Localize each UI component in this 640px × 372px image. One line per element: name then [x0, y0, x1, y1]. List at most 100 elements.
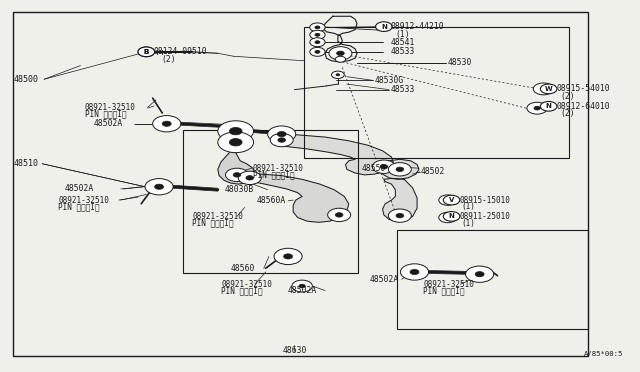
Circle shape	[376, 22, 392, 32]
Circle shape	[218, 132, 253, 153]
Text: 48630: 48630	[282, 346, 307, 355]
Circle shape	[310, 23, 325, 32]
Circle shape	[540, 87, 547, 91]
Circle shape	[388, 209, 412, 222]
Circle shape	[224, 125, 247, 138]
Circle shape	[380, 164, 388, 169]
Text: 48500: 48500	[13, 75, 38, 84]
Text: N: N	[449, 214, 454, 219]
Circle shape	[372, 160, 396, 173]
Circle shape	[335, 213, 343, 217]
Text: N: N	[381, 24, 387, 30]
Text: 48560: 48560	[230, 264, 255, 273]
Text: (2): (2)	[162, 55, 176, 64]
Circle shape	[337, 51, 344, 55]
Text: 48530G: 48530G	[374, 76, 404, 85]
Text: B: B	[143, 49, 149, 55]
Circle shape	[315, 33, 320, 36]
Polygon shape	[218, 153, 255, 184]
Circle shape	[155, 184, 164, 189]
Text: W: W	[545, 86, 552, 92]
Text: 08911-25010: 08911-25010	[460, 212, 510, 221]
Text: 08912-64010: 08912-64010	[556, 102, 610, 111]
Circle shape	[445, 216, 451, 219]
Bar	[397, 231, 588, 329]
Text: 08921-32510: 08921-32510	[253, 164, 304, 173]
Circle shape	[527, 102, 547, 114]
Circle shape	[268, 126, 296, 142]
Circle shape	[284, 254, 292, 259]
Text: 48510: 48510	[13, 159, 38, 168]
Circle shape	[277, 132, 286, 137]
Text: 48502A: 48502A	[65, 185, 94, 193]
Text: PIN ピン〈I〉: PIN ピン〈I〉	[253, 170, 294, 179]
Circle shape	[145, 179, 173, 195]
Polygon shape	[278, 134, 394, 175]
Text: PIN ピン〈I〉: PIN ピン〈I〉	[85, 109, 127, 118]
Circle shape	[310, 38, 325, 46]
Circle shape	[315, 41, 320, 44]
Circle shape	[218, 121, 253, 141]
Circle shape	[540, 102, 557, 111]
Circle shape	[153, 116, 180, 132]
Circle shape	[439, 212, 457, 223]
Circle shape	[444, 195, 460, 205]
Circle shape	[540, 84, 557, 94]
Circle shape	[439, 195, 457, 205]
Circle shape	[444, 212, 460, 221]
Polygon shape	[246, 174, 349, 222]
Circle shape	[466, 266, 493, 282]
Text: V: V	[449, 197, 454, 203]
Circle shape	[310, 31, 325, 39]
Text: 48533: 48533	[390, 85, 415, 94]
Circle shape	[229, 128, 242, 135]
Circle shape	[396, 167, 404, 171]
Text: 48560A: 48560A	[256, 196, 285, 205]
Circle shape	[138, 47, 155, 57]
Circle shape	[150, 181, 169, 192]
Circle shape	[336, 74, 340, 76]
Text: PIN ピン〈I〉: PIN ピン〈I〉	[192, 219, 234, 228]
Text: 08921-32510: 08921-32510	[58, 196, 109, 205]
Circle shape	[475, 272, 484, 277]
Circle shape	[315, 26, 320, 29]
Text: (2): (2)	[560, 92, 575, 101]
Circle shape	[225, 168, 248, 182]
Text: 08124-09510: 08124-09510	[154, 47, 207, 56]
Text: PIN ピン〈I〉: PIN ピン〈I〉	[424, 286, 465, 295]
Circle shape	[329, 46, 352, 60]
Text: 48502A: 48502A	[370, 275, 399, 284]
Text: B: B	[143, 49, 149, 55]
Text: 48502A: 48502A	[93, 119, 122, 128]
Circle shape	[299, 284, 305, 288]
Text: 48533: 48533	[390, 47, 415, 56]
Circle shape	[278, 138, 285, 142]
Circle shape	[533, 83, 554, 95]
Text: 08921-32510: 08921-32510	[85, 103, 136, 112]
Circle shape	[405, 266, 424, 278]
Text: A/85*00:5: A/85*00:5	[584, 351, 623, 357]
Circle shape	[328, 208, 351, 222]
Text: 08915-15010: 08915-15010	[460, 196, 510, 205]
Circle shape	[274, 248, 302, 264]
Circle shape	[229, 138, 242, 146]
Text: 48502A: 48502A	[288, 286, 317, 295]
Text: 08915-54010: 08915-54010	[556, 84, 610, 93]
Polygon shape	[381, 159, 419, 179]
Text: 08921-32510: 08921-32510	[221, 280, 272, 289]
Circle shape	[292, 280, 312, 292]
Polygon shape	[383, 179, 417, 221]
Text: 48550: 48550	[362, 164, 386, 173]
Circle shape	[396, 214, 404, 218]
Bar	[304, 27, 569, 158]
Text: (1): (1)	[396, 29, 410, 39]
Circle shape	[401, 264, 429, 280]
Bar	[182, 131, 358, 273]
Text: PIN ピン〈I〉: PIN ピン〈I〉	[221, 286, 262, 295]
Circle shape	[470, 269, 489, 280]
Circle shape	[224, 136, 247, 149]
Text: 08921-32510: 08921-32510	[192, 212, 243, 221]
Circle shape	[278, 251, 298, 262]
Circle shape	[310, 47, 325, 56]
Circle shape	[163, 121, 172, 126]
